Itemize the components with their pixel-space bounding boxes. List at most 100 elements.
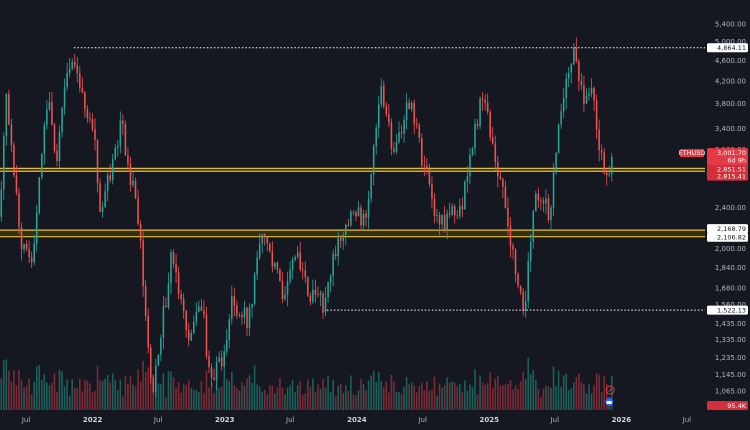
candle-body bbox=[565, 78, 567, 99]
candle-body bbox=[76, 65, 79, 74]
volume-bar bbox=[111, 373, 114, 410]
volume-bar bbox=[347, 390, 350, 410]
candle-body bbox=[540, 200, 542, 202]
price-tick-label: 5,400.00 bbox=[715, 21, 746, 29]
support-zones bbox=[0, 167, 705, 238]
volume-bar bbox=[41, 379, 43, 410]
candle-body bbox=[537, 193, 540, 201]
candle-body bbox=[329, 276, 332, 284]
volume-bar bbox=[509, 380, 512, 410]
candle-body bbox=[139, 223, 142, 241]
candle-body bbox=[593, 87, 595, 101]
price-tick-label: 1,560.00 bbox=[715, 301, 746, 309]
candle-body bbox=[251, 304, 253, 308]
candle-body bbox=[532, 211, 535, 242]
price-tick-label: 5,000.00 bbox=[715, 38, 746, 46]
candle-body bbox=[160, 337, 162, 355]
volume-bar bbox=[580, 382, 583, 410]
candle-body bbox=[157, 354, 160, 366]
volume-bar bbox=[565, 373, 567, 410]
candle-body bbox=[542, 200, 545, 204]
candle-body bbox=[99, 183, 101, 212]
candle-body bbox=[415, 123, 418, 125]
volume-bar bbox=[205, 370, 208, 410]
zone-upper-bottom-label-text: 2,815.41 bbox=[717, 173, 746, 181]
event-flag-icon bbox=[605, 385, 615, 395]
candle-body bbox=[410, 103, 413, 110]
candle-body bbox=[560, 111, 562, 125]
volume-bar bbox=[567, 390, 570, 410]
candle-body bbox=[73, 61, 76, 66]
price-tick-label: 1,680.00 bbox=[715, 284, 746, 292]
time-axis[interactable]: Jul 2022 Jul 2023 Jul 2024 Jul 2025 Jul 2026 Jul bbox=[21, 416, 691, 424]
volume-bar bbox=[400, 393, 403, 410]
volume-bar bbox=[269, 385, 271, 410]
volume-bar bbox=[279, 377, 281, 410]
volume-bar bbox=[486, 383, 489, 410]
candle-body bbox=[403, 120, 405, 134]
candle-body bbox=[71, 61, 73, 69]
volume-bar bbox=[195, 390, 198, 410]
candle-body bbox=[388, 114, 390, 123]
candle-body bbox=[367, 198, 370, 218]
candle-body bbox=[570, 64, 573, 73]
year-tick-label: 2025 bbox=[480, 416, 500, 424]
volume-bar bbox=[578, 373, 580, 410]
volume-bar bbox=[322, 378, 324, 410]
candle-body bbox=[261, 234, 263, 244]
volume-bar bbox=[276, 387, 279, 410]
candle-body bbox=[431, 183, 433, 199]
volume-bar bbox=[583, 383, 585, 410]
candle-body bbox=[398, 132, 400, 142]
candle-body bbox=[307, 277, 309, 296]
month-tick-label: Jul bbox=[285, 416, 295, 424]
candle-body bbox=[567, 72, 570, 79]
candle-body bbox=[383, 85, 385, 106]
volume-bar bbox=[243, 385, 246, 410]
volume-bar bbox=[291, 379, 294, 410]
volume-bar bbox=[529, 374, 532, 410]
candle-body bbox=[200, 306, 203, 311]
volume-bar bbox=[441, 388, 443, 410]
zone-lower-bottom-label-text: 2,106.82 bbox=[717, 234, 746, 242]
candle-body bbox=[517, 273, 519, 286]
volume-bar bbox=[170, 371, 172, 410]
volume-bar bbox=[532, 370, 535, 410]
candle-body bbox=[109, 175, 111, 181]
candle-body bbox=[453, 206, 456, 216]
candle-body bbox=[294, 256, 296, 260]
volume-bar bbox=[365, 390, 367, 410]
candle-body bbox=[352, 211, 355, 213]
volume-bar bbox=[114, 379, 117, 410]
candle-body bbox=[114, 147, 117, 160]
volume-bar bbox=[236, 388, 238, 410]
dividend-icon-mark bbox=[606, 401, 612, 404]
volume-bar bbox=[408, 384, 410, 410]
volume-bar bbox=[324, 387, 327, 410]
candle-body bbox=[38, 177, 41, 213]
candle-body bbox=[428, 169, 431, 184]
volume-bar bbox=[355, 395, 357, 410]
volume-bar bbox=[522, 372, 524, 410]
volume-bar bbox=[160, 383, 162, 410]
volume-bar bbox=[18, 369, 20, 410]
candle-body bbox=[362, 213, 365, 226]
volume-bar bbox=[535, 379, 537, 410]
candle-body bbox=[124, 124, 127, 156]
volume-bar bbox=[380, 380, 383, 410]
price-axis[interactable]: 5,400.00 5,000.00 4,600.00 4,200.00 3,800.00… bbox=[715, 21, 746, 396]
volume-bar bbox=[84, 379, 86, 410]
volume-bar bbox=[73, 387, 76, 410]
volume-bar bbox=[127, 384, 129, 410]
candle-body bbox=[172, 252, 175, 264]
volume-bar bbox=[517, 388, 519, 410]
candle-body bbox=[314, 289, 317, 295]
candle-body bbox=[231, 296, 233, 320]
volume-bar bbox=[117, 390, 119, 410]
volume-bar bbox=[157, 383, 160, 410]
year-tick-label: 2026 bbox=[612, 416, 632, 424]
candle-body bbox=[68, 68, 71, 73]
event-flag-icon-mark bbox=[608, 387, 613, 393]
